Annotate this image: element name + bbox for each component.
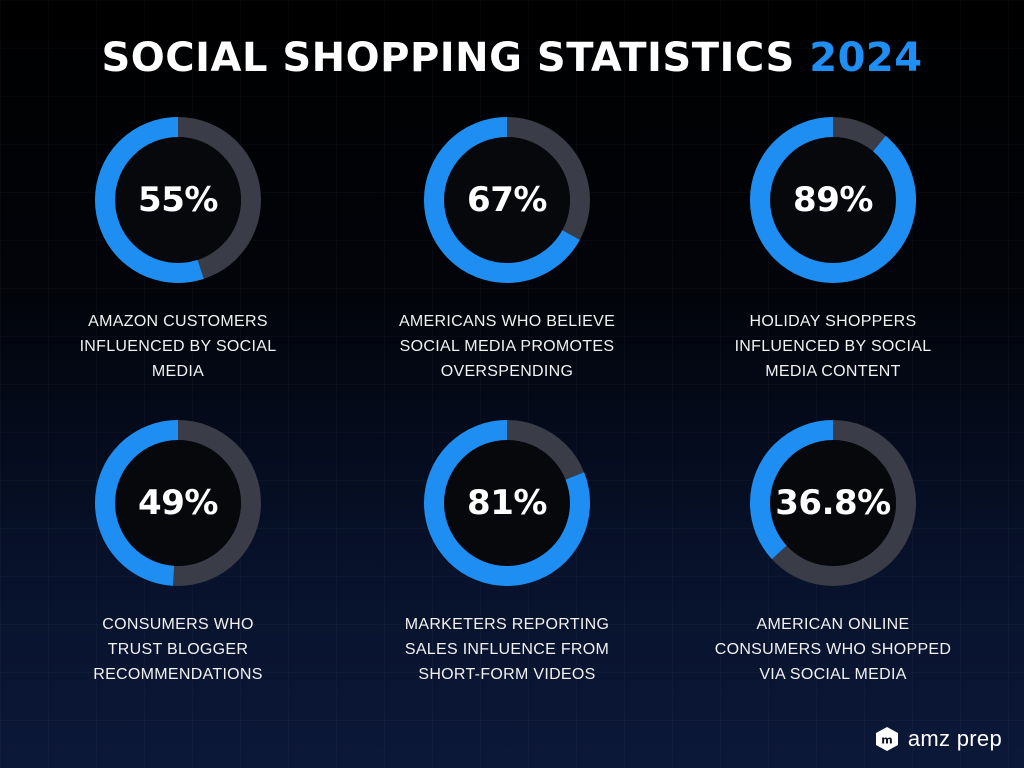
stat-value: 55% (138, 180, 218, 220)
stat-item: 89% HOLIDAY SHOPPERS INFLUENCED BY SOCIAL… (683, 115, 983, 385)
stat-item: 49% CONSUMERS WHO TRUST BLOGGER RECOMMEND… (28, 418, 328, 688)
stat-caption: MARKETERS REPORTING SALES INFLUENCE FROM… (404, 616, 610, 683)
donut-value-arc (750, 420, 916, 586)
donut-gauge: 55% (93, 115, 263, 285)
donut-svg (750, 420, 916, 586)
donut-center (444, 137, 570, 263)
stat-value: 49% (138, 483, 218, 523)
donut-svg (424, 420, 590, 586)
donut-center (770, 440, 896, 566)
donut-gauge: 81% (422, 418, 592, 588)
stat-value: 81% (467, 483, 547, 523)
stat-item: 55% AMAZON CUSTOMERS INFLUENCED BY SOCIAL… (28, 115, 328, 385)
donut-gauge: 89% (748, 115, 918, 285)
donut-svg (750, 117, 916, 283)
donut-value-arc (424, 420, 590, 586)
donut-value-arc (750, 117, 916, 283)
brand-name: amz prep (907, 726, 1002, 751)
svg-text:m: m (881, 734, 892, 747)
title-main: SOCIAL SHOPPING STATISTICS (101, 35, 795, 81)
page-title: SOCIAL SHOPPING STATISTICS 2024 (0, 32, 1024, 84)
donut-center (115, 440, 241, 566)
donut-center (444, 440, 570, 566)
stat-value: 89% (793, 180, 873, 220)
donut-gauge: 36.8% (748, 418, 918, 588)
donut-gauge: 49% (93, 418, 263, 588)
stat-item: 81% MARKETERS REPORTING SALES INFLUENCE F… (357, 418, 657, 688)
donut-center (770, 137, 896, 263)
donut-value-arc (95, 117, 261, 283)
donut-center (115, 137, 241, 263)
stat-caption: AMERICAN ONLINE CONSUMERS WHO SHOPPED VI… (714, 616, 952, 683)
stat-item: 67% AMERICANS WHO BELIEVE SOCIAL MEDIA PR… (357, 115, 657, 385)
donut-value-arc (424, 117, 590, 283)
brand-logo: m amz prep (874, 726, 1002, 752)
donut-svg (424, 117, 590, 283)
stat-caption: CONSUMERS WHO TRUST BLOGGER RECOMMENDATI… (93, 616, 263, 683)
title-year: 2024 (809, 35, 923, 81)
stat-caption: HOLIDAY SHOPPERS INFLUENCED BY SOCIAL ME… (734, 313, 932, 380)
amz-prep-logo-icon: m (875, 727, 898, 751)
donut-svg (95, 420, 261, 586)
donut-value-arc (95, 420, 261, 586)
stat-caption: AMERICANS WHO BELIEVE SOCIAL MEDIA PROMO… (398, 313, 616, 380)
donut-gauge: 67% (422, 115, 592, 285)
stat-value: 36.8% (775, 483, 891, 523)
stat-item: 36.8% AMERICAN ONLINE CONSUMERS WHO SHOPP… (683, 418, 983, 688)
stat-value: 67% (467, 180, 547, 220)
stat-caption: AMAZON CUSTOMERS INFLUENCED BY SOCIAL ME… (79, 313, 277, 380)
donut-svg (95, 117, 261, 283)
